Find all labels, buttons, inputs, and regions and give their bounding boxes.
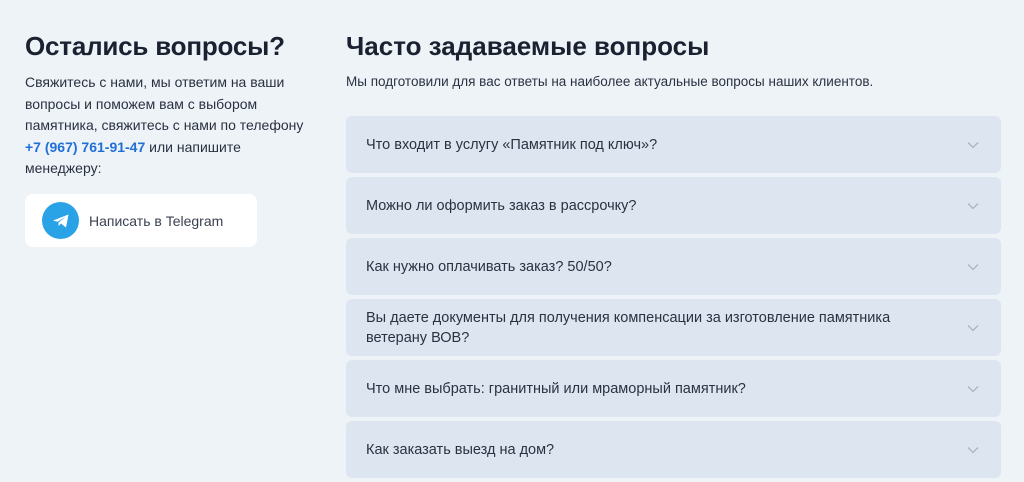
chevron-down-icon (967, 385, 979, 392)
telegram-icon (42, 202, 79, 239)
faq-item[interactable]: Как заказать выезд на дом? (346, 421, 1001, 478)
faq-question: Как заказать выезд на дом? (366, 441, 555, 458)
chevron-down-icon (967, 446, 979, 453)
faq-item[interactable]: Вы даете документы для получения компенс… (346, 299, 1001, 356)
faq-section: Часто задаваемые вопросы Мы подготовили … (346, 30, 1001, 478)
faq-title: Часто задаваемые вопросы (346, 31, 710, 61)
chevron-down-icon (967, 263, 979, 270)
contact-section: Остались вопросы? Свяжитесь с нами, мы о… (25, 30, 315, 247)
faq-question: Что входит в услугу «Памятник под ключ»? (366, 136, 658, 153)
faq-question: Можно ли оформить заказ в рассрочку? (366, 197, 637, 214)
faq-question: Как нужно оплачивать заказ? 50/50? (366, 258, 612, 275)
faq-item[interactable]: Что входит в услугу «Памятник под ключ»? (346, 116, 1001, 173)
faq-item[interactable]: Что мне выбрать: гранитный или мраморный… (346, 360, 1001, 417)
faq-question: Вы даете документы для получения компенс… (366, 309, 891, 346)
faq-question: Что мне выбрать: гранитный или мраморный… (366, 380, 746, 397)
faq-subtitle: Мы подготовили для вас ответы на наиболе… (346, 74, 874, 89)
contact-text: Свяжитесь с нами, мы ответим на ваши воп… (25, 72, 315, 180)
telegram-button[interactable]: Написать в Telegram (25, 194, 257, 247)
chevron-down-icon (967, 202, 979, 209)
contact-text-end: или напишите менеджеру: (25, 138, 241, 177)
phone-link[interactable]: +7 (967) 761-91-47 (25, 138, 146, 155)
faq-list: Что входит в услугу «Памятник под ключ»?… (346, 116, 1001, 482)
telegram-button-label: Написать в Telegram (89, 212, 224, 229)
chevron-down-icon (967, 324, 979, 331)
contact-title: Остались вопросы? (25, 31, 285, 61)
faq-item[interactable]: Как нужно оплачивать заказ? 50/50? (346, 238, 1001, 295)
contact-text-start: Свяжитесь с нами, мы ответим на ваши воп… (25, 74, 304, 133)
chevron-down-icon (967, 141, 979, 148)
faq-item[interactable]: Можно ли оформить заказ в рассрочку? (346, 177, 1001, 234)
